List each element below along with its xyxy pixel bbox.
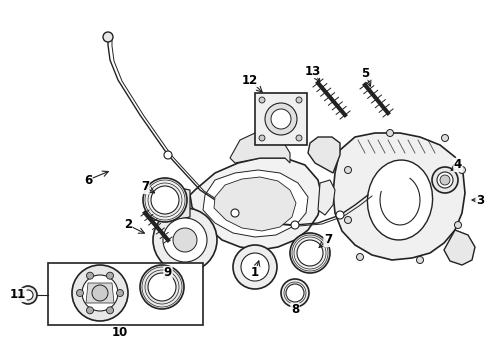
Circle shape — [173, 228, 197, 252]
Text: 7: 7 — [323, 234, 331, 247]
Circle shape — [116, 289, 123, 297]
Circle shape — [23, 290, 33, 300]
Polygon shape — [158, 187, 190, 220]
Circle shape — [142, 178, 186, 222]
Text: 6: 6 — [84, 174, 92, 186]
Text: 9: 9 — [163, 266, 172, 279]
Circle shape — [335, 211, 343, 219]
Circle shape — [106, 272, 113, 279]
Text: 11: 11 — [10, 288, 26, 301]
Text: 5: 5 — [360, 67, 368, 80]
Polygon shape — [190, 158, 321, 250]
Circle shape — [356, 253, 363, 261]
Circle shape — [151, 186, 179, 214]
Bar — [48, 263, 203, 325]
Circle shape — [458, 166, 465, 174]
Circle shape — [259, 135, 264, 141]
Text: 1: 1 — [250, 266, 259, 279]
Circle shape — [230, 209, 239, 217]
Circle shape — [72, 265, 128, 321]
Circle shape — [344, 166, 351, 174]
Circle shape — [106, 307, 113, 314]
Polygon shape — [317, 180, 334, 215]
Circle shape — [86, 272, 93, 279]
Circle shape — [295, 97, 302, 103]
Circle shape — [163, 218, 206, 262]
Circle shape — [140, 265, 183, 309]
Text: 12: 12 — [242, 73, 258, 86]
Polygon shape — [229, 133, 289, 163]
Circle shape — [86, 307, 93, 314]
Circle shape — [76, 289, 83, 297]
Circle shape — [148, 273, 176, 301]
Circle shape — [290, 221, 298, 229]
Polygon shape — [203, 170, 307, 237]
Polygon shape — [86, 283, 114, 303]
Circle shape — [289, 233, 329, 273]
Polygon shape — [332, 133, 464, 260]
Circle shape — [232, 245, 276, 289]
Circle shape — [103, 32, 113, 42]
Text: 2: 2 — [123, 219, 132, 231]
Circle shape — [295, 135, 302, 141]
Circle shape — [270, 109, 290, 129]
Polygon shape — [214, 177, 295, 231]
Circle shape — [163, 151, 172, 159]
Text: 10: 10 — [112, 327, 128, 339]
Circle shape — [436, 172, 452, 188]
Circle shape — [344, 216, 351, 224]
Circle shape — [416, 256, 423, 264]
Circle shape — [92, 285, 108, 301]
Ellipse shape — [366, 160, 432, 240]
Circle shape — [441, 135, 447, 141]
Circle shape — [453, 221, 461, 229]
Circle shape — [259, 97, 264, 103]
Circle shape — [296, 240, 323, 266]
Circle shape — [386, 130, 393, 136]
Polygon shape — [443, 230, 474, 265]
Circle shape — [153, 208, 217, 272]
Circle shape — [285, 284, 304, 302]
Circle shape — [19, 286, 37, 304]
Circle shape — [241, 253, 268, 281]
Text: 13: 13 — [304, 64, 321, 77]
Text: 3: 3 — [475, 194, 483, 207]
Circle shape — [82, 275, 118, 311]
Bar — [254, 93, 306, 145]
Text: 7: 7 — [141, 180, 149, 194]
Circle shape — [264, 103, 296, 135]
Text: 4: 4 — [453, 158, 461, 171]
Circle shape — [281, 279, 308, 307]
Circle shape — [431, 167, 457, 193]
Circle shape — [439, 175, 449, 185]
Text: 8: 8 — [290, 303, 299, 316]
Polygon shape — [307, 137, 339, 173]
